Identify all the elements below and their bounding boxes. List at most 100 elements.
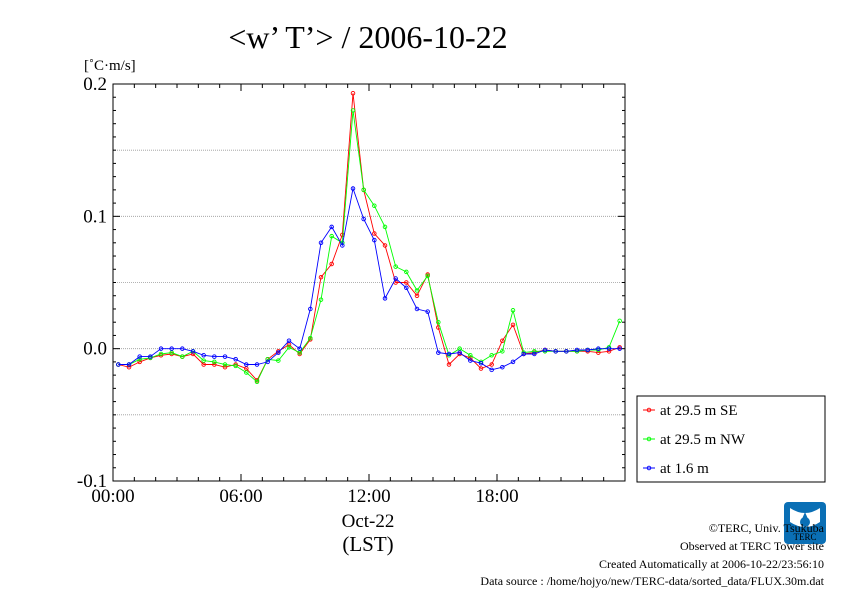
series-3 xyxy=(116,186,622,373)
legend-item: at 29.5 m NW xyxy=(643,432,746,448)
data-point xyxy=(500,338,505,343)
data-point xyxy=(489,353,494,358)
x-tick-label: 06:00 xyxy=(219,486,262,507)
data-point xyxy=(244,362,249,367)
data-point xyxy=(318,240,324,246)
data-point xyxy=(596,346,601,351)
data-point xyxy=(532,349,537,354)
data-point xyxy=(126,364,132,370)
data-point xyxy=(414,293,420,298)
data-point xyxy=(201,353,206,358)
data-point xyxy=(542,347,548,353)
y-tick-label: 0.0 xyxy=(83,339,107,360)
data-point xyxy=(350,91,356,96)
data-point xyxy=(350,186,356,191)
data-point xyxy=(553,349,558,354)
data-point xyxy=(233,357,238,362)
y-tick-label: -0.1 xyxy=(77,471,107,492)
data-point xyxy=(190,349,196,354)
legend-item: at 1.6 m xyxy=(643,461,709,477)
terc-logo: TERC xyxy=(784,502,826,544)
data-point xyxy=(190,351,196,357)
data-point xyxy=(361,216,366,222)
data-point xyxy=(318,297,324,302)
data-point xyxy=(286,345,292,350)
data-point xyxy=(180,346,185,351)
data-point xyxy=(372,203,377,208)
series-line xyxy=(118,186,620,371)
legend-box xyxy=(636,395,826,483)
series-line xyxy=(118,93,620,382)
legend-label: at 29.5 m NW xyxy=(660,432,746,448)
data-point xyxy=(137,354,142,359)
data-point xyxy=(606,346,612,351)
data-point xyxy=(126,362,132,367)
x-tick-label: 00:00 xyxy=(91,486,134,507)
data-point xyxy=(233,363,238,369)
data-point xyxy=(329,224,334,230)
data-point xyxy=(265,357,270,362)
data-point xyxy=(286,338,292,343)
footer-source: Data source : /home/hojyo/new/TERC-data/… xyxy=(480,574,824,588)
data-point xyxy=(585,347,590,353)
legend: at 29.5 m SE at 29.5 m NW at 1.6 m xyxy=(636,395,826,483)
x-axis-date-label: Oct-22 xyxy=(342,511,395,532)
data-point xyxy=(436,350,441,355)
footer-created: Created Automatically at 2006-10-22/23:5… xyxy=(599,557,824,571)
data-point xyxy=(318,274,324,280)
svg-text:TERC: TERC xyxy=(793,532,816,542)
data-point xyxy=(276,358,281,363)
data-point xyxy=(510,322,516,328)
data-point xyxy=(414,306,420,312)
data-point xyxy=(446,362,452,367)
data-point xyxy=(254,379,260,385)
data-point xyxy=(414,288,420,293)
terc-logo-icon: TERC xyxy=(784,502,826,544)
footer-copyright: ©TERC, Univ. Tsukuba xyxy=(708,521,824,535)
data-point xyxy=(393,264,398,269)
data-point xyxy=(212,362,217,367)
legend-item: at 29.5 m SE xyxy=(643,403,738,419)
data-point xyxy=(212,354,217,359)
data-point xyxy=(446,351,452,357)
axis-ticks: 0.2 0.1 0.0 -0.100:00 06:00 12:00 18:00 xyxy=(77,74,626,507)
y-axis-label: [˚C·m/s] xyxy=(84,58,136,74)
y-tick-label: 0.1 xyxy=(83,206,107,227)
data-point xyxy=(137,359,142,365)
data-point xyxy=(169,346,174,351)
data-point xyxy=(393,276,398,281)
data-point xyxy=(382,296,388,301)
data-point xyxy=(222,364,228,370)
series-layer xyxy=(116,91,622,385)
data-point xyxy=(116,362,121,367)
data-point xyxy=(308,306,313,312)
data-point xyxy=(244,370,249,375)
data-point xyxy=(468,353,473,358)
footer-observed: Observed at TERC Tower site xyxy=(679,539,824,553)
series-line xyxy=(118,110,621,383)
data-point xyxy=(478,360,484,366)
data-point xyxy=(500,349,505,354)
legend-swatch-marker xyxy=(646,465,652,471)
data-point xyxy=(148,354,153,359)
data-point xyxy=(340,243,345,248)
data-point xyxy=(254,362,260,367)
data-point xyxy=(425,309,430,314)
data-point xyxy=(158,346,164,351)
legend-swatch-marker xyxy=(646,407,652,413)
legend-label: at 1.6 m xyxy=(660,461,709,477)
data-point xyxy=(617,346,622,351)
legend-label: at 29.5 m SE xyxy=(660,403,738,419)
data-point xyxy=(329,261,334,267)
legend-swatch-marker xyxy=(646,436,652,442)
data-point xyxy=(425,273,430,279)
data-point xyxy=(382,224,388,230)
data-point xyxy=(468,358,473,363)
data-point xyxy=(489,362,494,367)
data-point xyxy=(222,354,228,359)
data-point xyxy=(404,285,409,291)
data-point xyxy=(510,308,516,313)
data-point xyxy=(350,108,356,113)
data-point xyxy=(308,335,313,341)
